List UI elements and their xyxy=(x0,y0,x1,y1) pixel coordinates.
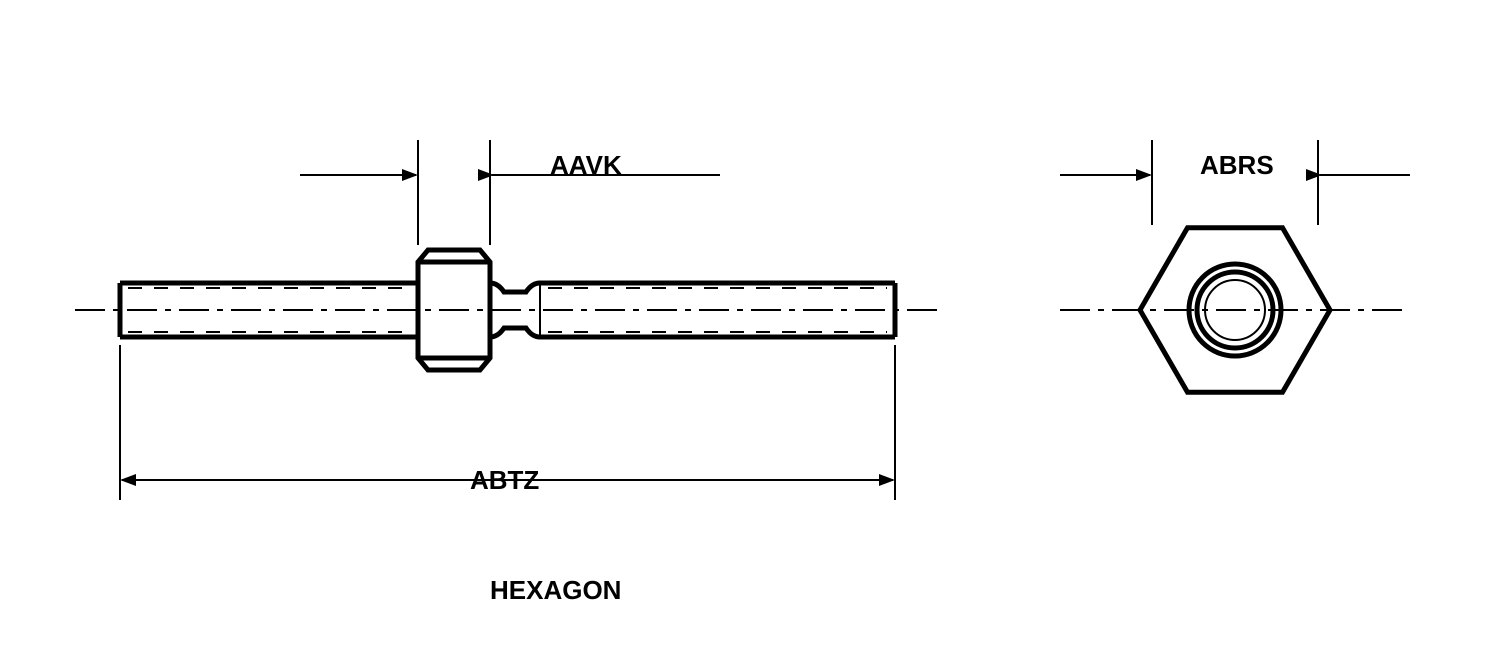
dim-label-abrs: ABRS xyxy=(1200,150,1274,181)
drawing-canvas xyxy=(0,0,1500,660)
dim-label-abtz: ABTZ xyxy=(470,465,539,496)
drawing-title: HEXAGON xyxy=(490,575,621,606)
dim-label-aavk: AAVK xyxy=(550,150,622,181)
